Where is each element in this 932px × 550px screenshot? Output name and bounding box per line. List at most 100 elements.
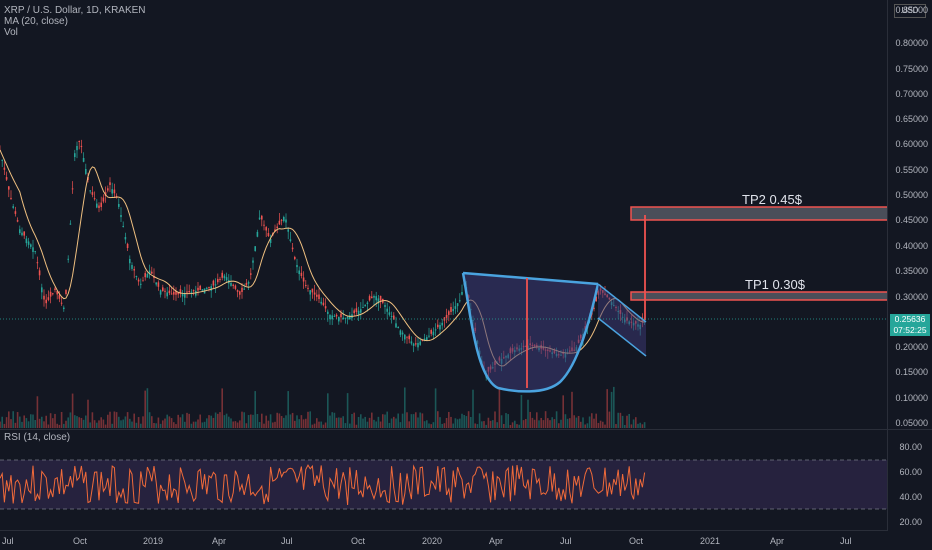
volume-bar — [137, 417, 140, 428]
price-tick-label: 0.40000 — [895, 241, 928, 251]
volume-bar — [126, 412, 129, 428]
volume-bar — [549, 420, 551, 428]
price-axis[interactable]: USD 0.85000 0.80000 0.75000 0.70000 0.65000 0… — [887, 0, 932, 531]
candle-body — [45, 299, 47, 304]
rsi-tick-label: 80.00 — [899, 442, 922, 452]
volume-bar — [52, 418, 54, 428]
volume-bar — [641, 424, 644, 428]
volume-bar — [364, 416, 366, 428]
volume-bar — [553, 419, 556, 428]
volume-bar — [10, 419, 12, 428]
volume-bar — [375, 421, 377, 428]
volume-bar — [3, 423, 6, 428]
candle-body — [333, 315, 336, 317]
time-tick-label: Oct — [629, 536, 644, 546]
volume-bar — [186, 412, 188, 428]
candle-body — [454, 306, 457, 309]
volume-bar — [586, 423, 589, 428]
candle-body — [14, 211, 17, 214]
volume-bar — [604, 424, 606, 428]
volume-bar — [428, 423, 430, 428]
volume-bar — [434, 388, 437, 428]
volume-bar — [608, 411, 611, 428]
volume-bar — [159, 423, 162, 428]
volume-bar — [135, 422, 138, 428]
rsi-pane[interactable]: RSI (14, close) — [0, 430, 888, 531]
candle-body — [10, 197, 12, 199]
candle-body — [58, 294, 61, 299]
pane-separator[interactable] — [0, 429, 932, 430]
time-tick-label: Apr — [489, 536, 504, 546]
time-tick-label: Jul — [560, 536, 572, 546]
candle-body — [368, 296, 371, 301]
volume-bar — [327, 393, 329, 428]
candle-body — [201, 289, 204, 291]
candle-body — [230, 283, 232, 286]
candle-body — [111, 189, 113, 194]
volume-bar — [353, 412, 355, 428]
time-tick-label: Apr — [212, 536, 227, 546]
candle-body — [595, 296, 597, 302]
volume-bar — [107, 414, 109, 428]
time-tick-label: 2019 — [143, 536, 164, 546]
volume-bar — [285, 415, 287, 428]
volume-bar — [78, 417, 80, 428]
volume-bar — [300, 415, 303, 428]
candle-body — [254, 246, 256, 251]
price-tick-label: 0.45000 — [895, 215, 928, 225]
volume-bar — [65, 420, 67, 428]
candle-body — [78, 141, 80, 143]
candle-body — [437, 324, 439, 328]
volume-bar — [516, 424, 518, 428]
candle-body — [223, 275, 226, 279]
volume-bar — [247, 415, 250, 428]
volume-bar — [322, 424, 325, 428]
volume-bar — [575, 417, 578, 428]
candle-body — [375, 296, 377, 301]
rsi-svg[interactable] — [0, 430, 888, 531]
candle-body — [426, 337, 428, 341]
volume-bar — [142, 416, 144, 428]
volume-bar — [252, 414, 254, 428]
volume-bar — [360, 414, 362, 428]
candle-body — [386, 308, 388, 312]
candle-body — [157, 282, 160, 287]
price-tick-label: 0.85000 — [895, 5, 928, 15]
volume-bar — [551, 417, 553, 428]
volume-bar — [518, 424, 520, 428]
volume-bar — [591, 413, 593, 428]
candle-body — [47, 297, 50, 300]
volume-bar — [214, 412, 217, 428]
volume-bar — [8, 411, 10, 428]
cup-and-handle-pattern[interactable] — [461, 271, 647, 393]
candle-body — [327, 311, 329, 314]
volume-bar — [225, 413, 228, 428]
volume-bar — [76, 416, 78, 428]
price-tick-label: 0.60000 — [895, 139, 928, 149]
volume-bar — [223, 415, 226, 428]
time-axis[interactable]: Jul Oct 2019 Apr Jul Oct 2020 Apr Jul Oct 2021 Apr J… — [0, 530, 888, 550]
volume-bar — [184, 421, 186, 428]
candle-body — [43, 295, 45, 300]
candle-body — [346, 316, 349, 319]
volume-bar — [580, 421, 582, 428]
volume-bar — [177, 414, 179, 428]
volume-bar — [527, 399, 529, 428]
volume-bar — [168, 416, 171, 428]
currency-button[interactable]: USD — [894, 4, 926, 18]
price-tick-label: 0.10000 — [895, 393, 928, 403]
price-chart-pane[interactable]: TP2 0.45$ TP1 0.30$ XRP / U.S. Dollar, 1… — [0, 0, 889, 429]
tp2-target-box[interactable]: TP2 0.45$ — [630, 192, 889, 221]
candle-body — [258, 217, 261, 220]
price-chart-svg[interactable]: TP2 0.45$ TP1 0.30$ — [0, 0, 889, 429]
candle-body — [318, 294, 320, 299]
volume-bar — [393, 416, 395, 428]
candle-body — [278, 220, 281, 225]
tp1-target-box[interactable]: TP1 0.30$ — [630, 277, 889, 301]
candle-body — [366, 302, 369, 304]
volume-bar — [96, 422, 98, 428]
volume-bar — [588, 416, 591, 428]
volume-bar — [476, 424, 479, 428]
candle-body — [91, 192, 94, 195]
symbol-title: XRP / U.S. Dollar, 1D, KRAKEN — [4, 5, 146, 16]
